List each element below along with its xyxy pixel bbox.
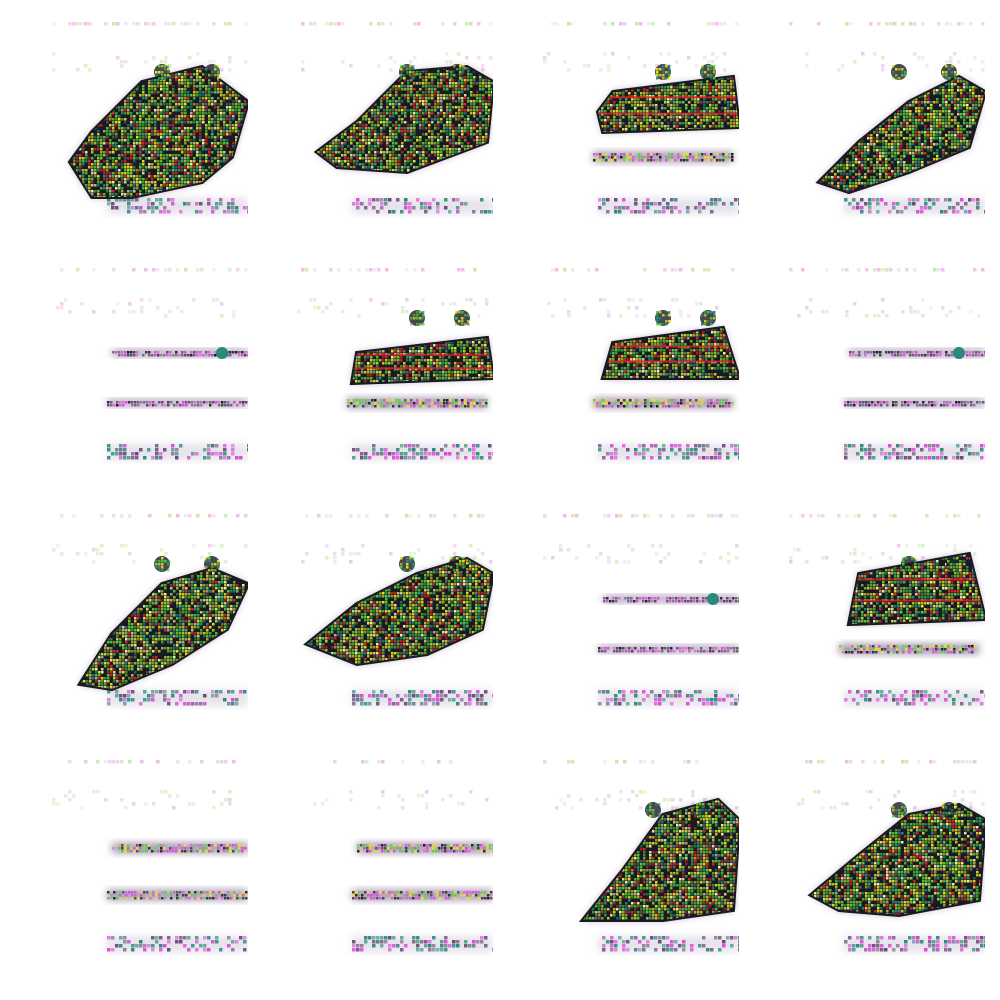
generated-sample-image: [543, 268, 739, 464]
generated-sample-image: [297, 22, 493, 218]
sample-tile: [789, 514, 985, 710]
generated-sample-image: [543, 760, 739, 956]
generated-sample-image: [52, 268, 248, 464]
sample-tile: [789, 760, 985, 956]
generated-sample-image: [789, 268, 985, 464]
sample-tile: [297, 760, 493, 956]
sample-tile: [52, 22, 248, 218]
generated-sample-image: [789, 760, 985, 956]
generated-sample-image: [52, 760, 248, 956]
sample-tile: [543, 22, 739, 218]
generated-sample-image: [52, 22, 248, 218]
sample-tile: [543, 760, 739, 956]
generated-sample-image: [543, 22, 739, 218]
generated-sample-image: [789, 514, 985, 710]
sample-tile: [297, 514, 493, 710]
sample-tile: [789, 268, 985, 464]
sample-tile: [52, 268, 248, 464]
generated-sample-image: [52, 514, 248, 710]
sample-tile: [52, 760, 248, 956]
sample-tile: [297, 22, 493, 218]
sample-tile: [52, 514, 248, 710]
sample-tile: [789, 22, 985, 218]
sample-tile: [297, 268, 493, 464]
generated-sample-image: [789, 22, 985, 218]
sample-tile: [543, 514, 739, 710]
sample-tile: [543, 268, 739, 464]
generated-sample-image: [297, 514, 493, 710]
generated-sample-image: [297, 268, 493, 464]
generated-sample-image: [297, 760, 493, 956]
generated-sample-image: [543, 514, 739, 710]
